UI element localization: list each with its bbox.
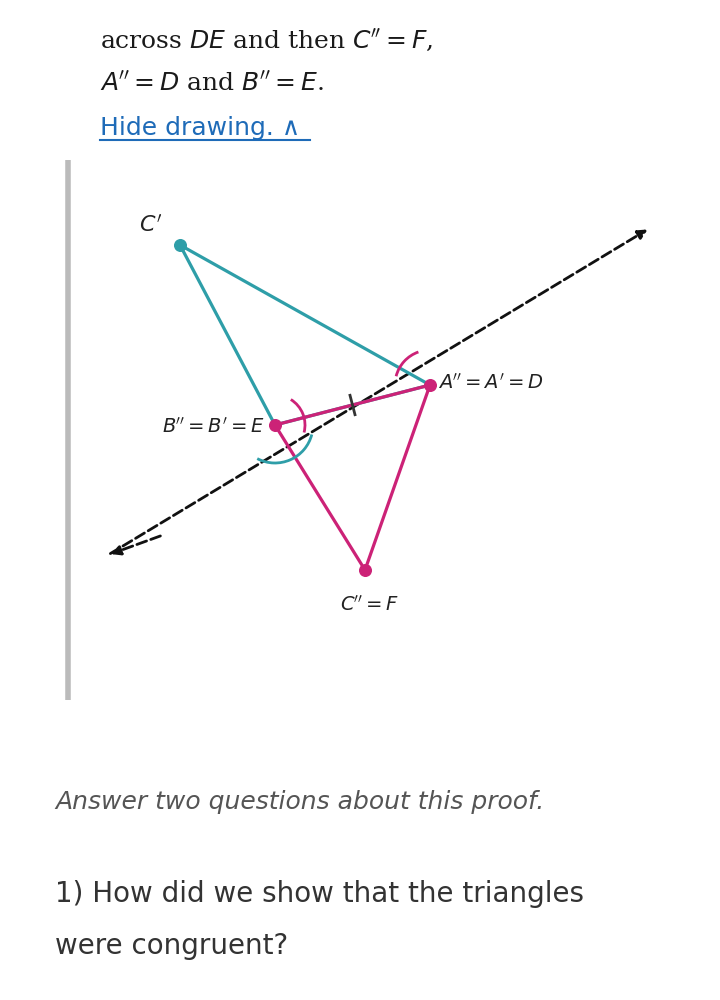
Point [424,377,436,393]
Text: were congruent?: were congruent? [55,932,288,960]
Text: $\it{A}$$'' = \it{A}' = \it{D}$: $\it{A}$$'' = \it{A}' = \it{D}$ [438,373,544,393]
Point [269,417,281,433]
Text: $\it{C}'$: $\it{C}'$ [139,215,162,237]
Text: Answer two questions about this proof.: Answer two questions about this proof. [55,790,544,814]
Text: $\it{C}$$'' = \it{F}$: $\it{C}$$'' = \it{F}$ [341,595,400,615]
Text: Hide drawing. ∧: Hide drawing. ∧ [100,116,300,140]
Text: $\it{A}$$'' = \it{D}$ and $\it{B}$$'' = \it{E}$.: $\it{A}$$'' = \it{D}$ and $\it{B}$$'' = … [100,72,324,96]
Point [359,562,371,578]
Text: across $\it{DE}$ and then $\it{C}$$'' = \it{F}$,: across $\it{DE}$ and then $\it{C}$$'' = … [100,28,433,54]
Text: 1) How did we show that the triangles: 1) How did we show that the triangles [55,880,584,908]
Text: $\it{B}$$'' = \it{B}' = \it{E}$: $\it{B}$$'' = \it{B}' = \it{E}$ [162,417,265,437]
Point [174,237,186,253]
